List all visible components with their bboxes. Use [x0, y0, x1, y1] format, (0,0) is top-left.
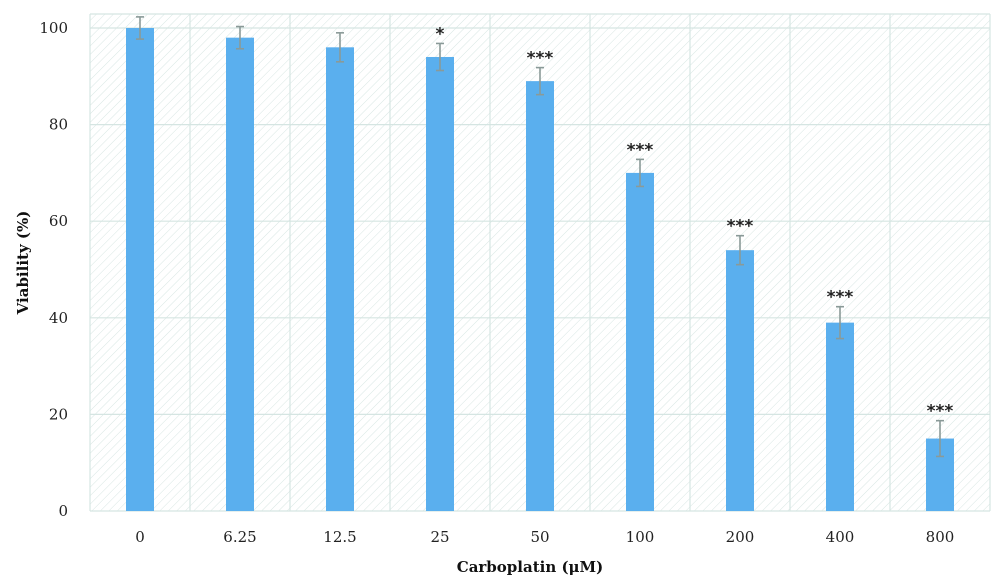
- error-bar-50: [536, 66, 544, 96]
- y-tick-label: 80: [49, 116, 68, 134]
- error-bar-800: [936, 419, 944, 458]
- error-bar-400: [836, 305, 844, 340]
- error-bars: [136, 16, 944, 458]
- x-axis-title: Carboplatin (μM): [457, 558, 604, 576]
- significance-marker-25: *: [436, 24, 445, 44]
- bar-200: [726, 250, 754, 511]
- error-bar-0: [136, 16, 144, 40]
- error-bar-200: [736, 234, 744, 266]
- bar-12.5: [326, 47, 354, 511]
- significance-marker-800: ***: [927, 402, 954, 422]
- y-tick-label: 60: [49, 212, 68, 230]
- error-bar-25: [436, 42, 444, 72]
- bar-50: [526, 81, 554, 511]
- significance-marker-50: ***: [527, 49, 554, 69]
- y-tick-label: 20: [49, 405, 68, 423]
- y-tick-label: 0: [58, 502, 68, 520]
- significance-marker-200: ***: [727, 217, 754, 237]
- y-axis-title: Viability (%): [14, 211, 32, 316]
- bar-6.25: [226, 37, 254, 511]
- x-tick-label: 25: [430, 528, 449, 546]
- bar-400: [826, 322, 854, 511]
- x-tick-label: 6.25: [223, 528, 256, 546]
- x-tick-label: 12.5: [323, 528, 356, 546]
- error-bar-100: [636, 158, 644, 188]
- x-axis-ticks: 0 6.25 12.5 25 50 100 200 400 800: [135, 528, 954, 546]
- x-tick-label: 800: [926, 528, 955, 546]
- significance-marker-100: ***: [627, 140, 654, 160]
- x-tick-label: 400: [826, 528, 855, 546]
- error-bar-6.25: [236, 25, 244, 50]
- y-tick-label: 40: [49, 309, 68, 327]
- bar-25: [426, 56, 454, 511]
- bar-100: [626, 172, 654, 511]
- x-tick-label: 200: [726, 528, 755, 546]
- significance-markers: ****************: [436, 24, 954, 421]
- x-tick-label: 100: [626, 528, 655, 546]
- significance-marker-400: ***: [827, 288, 854, 308]
- y-tick-label: 100: [39, 19, 68, 37]
- x-tick-label: 50: [530, 528, 549, 546]
- bars: [126, 28, 954, 511]
- error-bar-12.5: [336, 32, 344, 63]
- bar-0: [126, 28, 154, 511]
- x-tick-label: 0: [135, 528, 145, 546]
- y-axis-ticks: 0 20 40 60 80 100: [39, 19, 68, 520]
